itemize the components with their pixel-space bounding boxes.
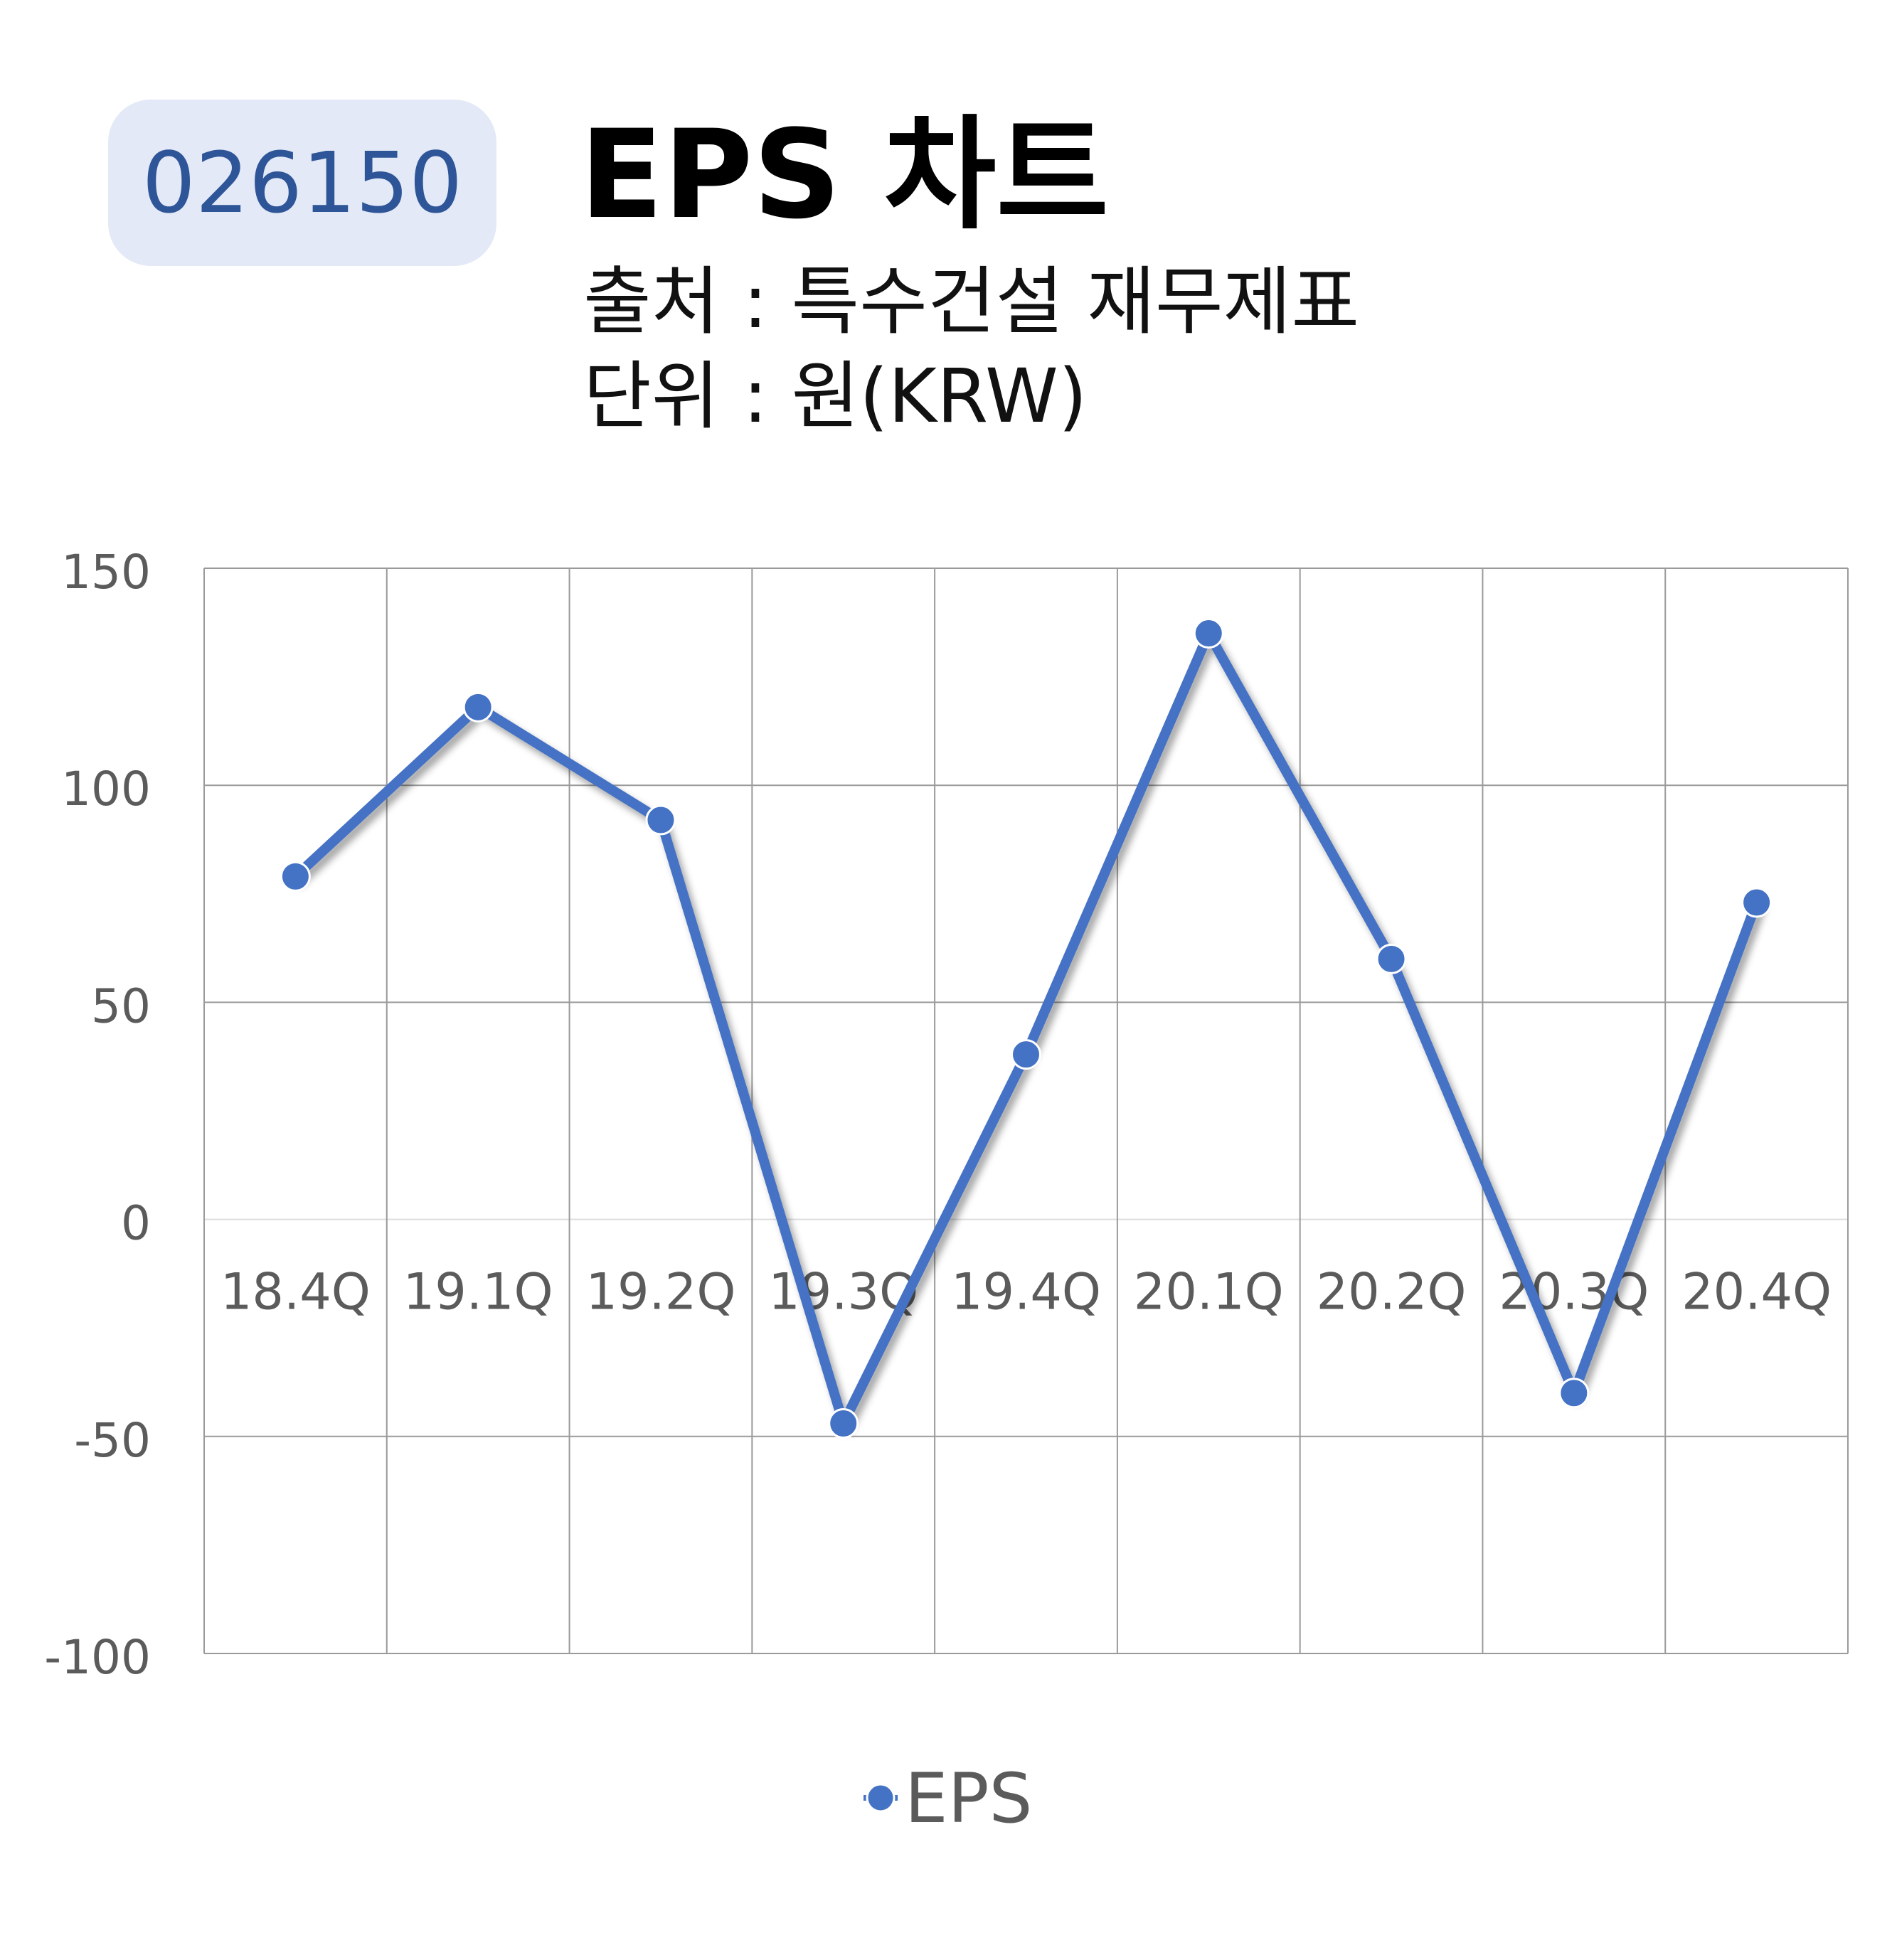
legend: EPS xyxy=(864,1759,1032,1838)
data-point xyxy=(828,1407,859,1439)
y-axis: 150 100 50 0 -50 -100 xyxy=(44,545,151,1685)
data-point xyxy=(280,861,311,892)
x-tick-label: 19.2Q xyxy=(585,1263,735,1321)
legend-marker xyxy=(866,1783,896,1813)
stock-code: 026150 xyxy=(142,134,463,232)
x-tick-label: 18.4Q xyxy=(220,1263,371,1321)
data-point xyxy=(645,804,676,836)
x-tick-label: 19.4Q xyxy=(951,1263,1101,1321)
chart-title: EPS 차트 xyxy=(580,103,1109,246)
data-point xyxy=(1011,1039,1041,1070)
x-tick-label: 19.1Q xyxy=(403,1263,553,1321)
x-axis: 18.4Q 19.1Q 19.2Q 19.3Q 19.4Q 20.1Q 20.2Q 20.3Q… xyxy=(219,1262,1832,1322)
source-line: 출처 : 특수건설 재무제표 xyxy=(583,258,1360,345)
x-tick-label: 20.2Q xyxy=(1317,1263,1467,1321)
data-point xyxy=(1741,887,1773,918)
y-tick-label: -100 xyxy=(44,1630,151,1685)
data-point xyxy=(1376,943,1407,974)
y-tick-label: 50 xyxy=(91,979,151,1033)
data-point xyxy=(1558,1378,1590,1409)
unit-line: 단위 : 원(KRW) xyxy=(583,353,1088,440)
y-tick-label: -50 xyxy=(74,1413,151,1468)
legend-label: EPS xyxy=(905,1759,1032,1838)
data-point xyxy=(462,691,494,723)
x-tick-label: 20.4Q xyxy=(1681,1263,1832,1321)
stock-code-badge: 026150 xyxy=(108,100,496,266)
x-tick-label: 20.1Q xyxy=(1134,1263,1284,1321)
series-eps xyxy=(280,618,1773,1439)
y-tick-label: 100 xyxy=(61,762,151,816)
y-tick-label: 150 xyxy=(61,545,151,600)
y-tick-label: 0 xyxy=(121,1196,151,1251)
data-point xyxy=(1193,618,1224,649)
